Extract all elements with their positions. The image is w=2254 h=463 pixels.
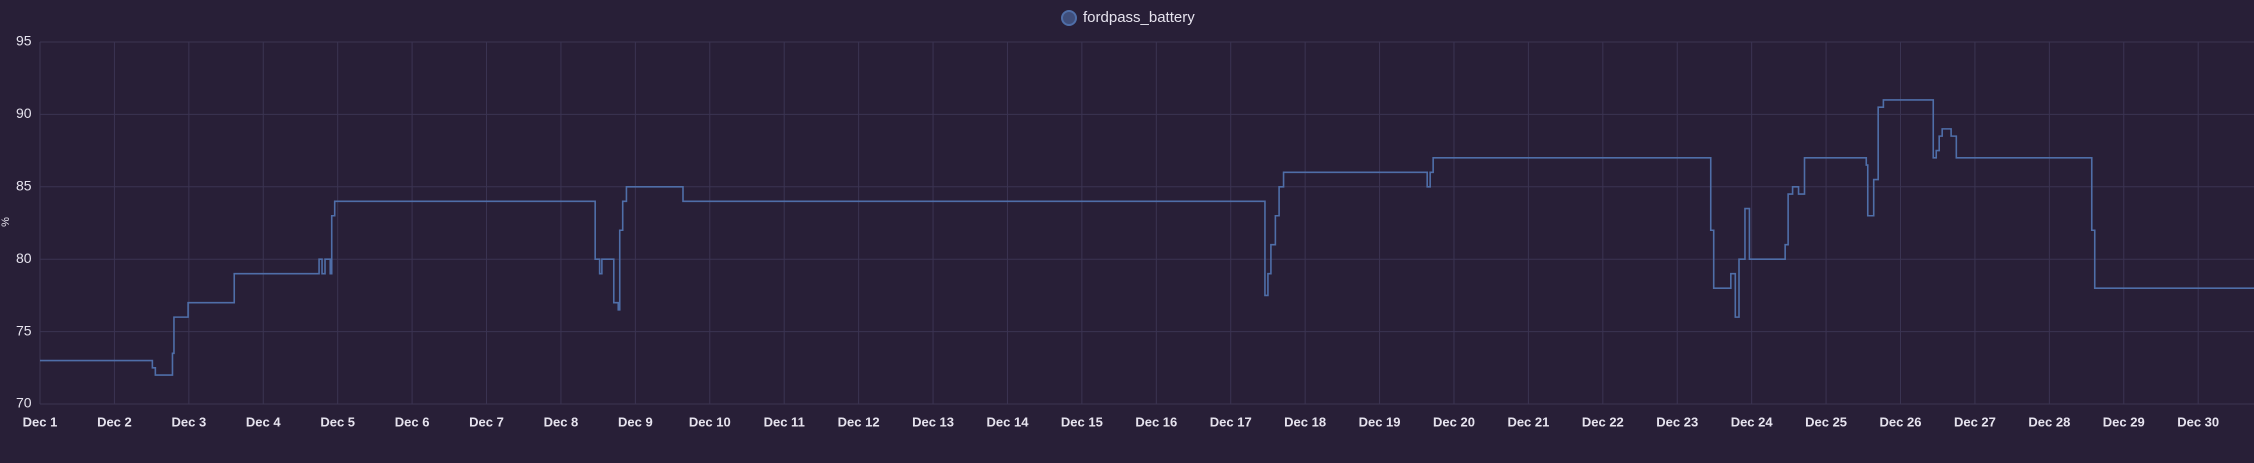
x-tick-label: Dec 11 [764, 414, 805, 429]
x-tick-label: Dec 22 [1582, 414, 1624, 429]
x-tick-label: Dec 9 [618, 414, 653, 429]
x-tick-label: Dec 16 [1135, 414, 1177, 429]
y-axis-label: % [0, 217, 12, 227]
x-tick-label: Dec 13 [912, 414, 954, 429]
x-tick-label: Dec 4 [246, 414, 281, 429]
legend-marker [1061, 10, 1077, 26]
x-tick-label: Dec 28 [2028, 414, 2070, 429]
x-tick-label: Dec 2 [97, 414, 132, 429]
x-tick-label: Dec 14 [987, 414, 1030, 429]
x-tick-label: Dec 5 [320, 414, 355, 429]
x-tick-label: Dec 30 [2177, 414, 2219, 429]
y-tick-label: 70 [16, 395, 32, 411]
y-tick-label: 75 [16, 322, 32, 338]
x-tick-label: Dec 21 [1507, 414, 1549, 429]
x-tick-label: Dec 26 [1880, 414, 1922, 429]
legend-label: fordpass_battery [1083, 9, 1195, 26]
x-tick-label: Dec 23 [1656, 414, 1698, 429]
x-tick-label: Dec 17 [1210, 414, 1252, 429]
x-tick-label: Dec 3 [171, 414, 206, 429]
x-tick-label: Dec 19 [1359, 414, 1401, 429]
x-tick-label: Dec 10 [689, 414, 731, 429]
series-line [40, 99, 2254, 376]
y-tick-label: 90 [16, 105, 32, 121]
x-tick-label: Dec 12 [838, 414, 880, 429]
y-tick-label: 85 [16, 178, 32, 194]
x-tick-label: Dec 18 [1284, 414, 1326, 429]
x-tick-label: Dec 15 [1061, 414, 1103, 429]
x-tick-label: Dec 20 [1433, 414, 1475, 429]
x-tick-label: Dec 24 [1731, 414, 1774, 429]
y-tick-label: 80 [16, 250, 32, 266]
x-tick-label: Dec 29 [2103, 414, 2145, 429]
y-tick-label: 95 [16, 33, 32, 49]
x-tick-label: Dec 8 [544, 414, 579, 429]
x-tick-label: Dec 6 [395, 414, 430, 429]
x-tick-label: Dec 25 [1805, 414, 1847, 429]
x-tick-label: Dec 1 [23, 414, 58, 429]
x-tick-label: Dec 27 [1954, 414, 1996, 429]
x-tick-label: Dec 7 [469, 414, 504, 429]
